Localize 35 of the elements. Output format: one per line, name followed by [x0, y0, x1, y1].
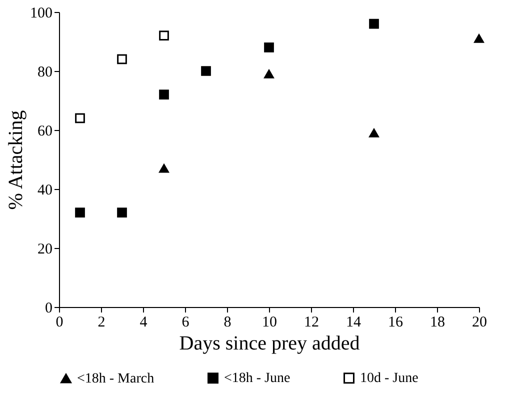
- y-tick-label: 100: [30, 6, 52, 22]
- x-tick-label: 4: [140, 314, 148, 330]
- y-tick-label: 40: [38, 182, 52, 198]
- x-tick-label: 14: [346, 314, 362, 330]
- x-tick-label: 12: [304, 314, 319, 330]
- point: [474, 34, 484, 43]
- x-axis-title: Days since prey added: [179, 332, 360, 354]
- legend-label: <18h - June: [224, 371, 290, 386]
- x-tick-label: 8: [224, 314, 232, 330]
- point: [201, 66, 211, 76]
- x-tick-label: 20: [472, 314, 487, 330]
- x-tick-label: 10: [262, 314, 277, 330]
- point: [159, 90, 169, 100]
- y-tick-label: 0: [45, 300, 52, 316]
- point: [159, 30, 169, 41]
- point: [75, 208, 85, 218]
- x-tick-label: 6: [182, 314, 190, 330]
- point: [264, 42, 274, 52]
- y-tick-label: 20: [38, 242, 52, 258]
- legend-label: 10d - June: [360, 371, 418, 386]
- point: [117, 208, 127, 218]
- point: [369, 128, 379, 138]
- x-tick-label: 16: [388, 314, 404, 330]
- x-tick-label: 0: [56, 314, 64, 330]
- x-tick-label: 18: [430, 314, 445, 330]
- point: [75, 113, 85, 124]
- legend-label: <18h - March: [77, 371, 154, 386]
- point: [117, 54, 127, 64]
- x-tick-label: 2: [98, 314, 106, 330]
- point: [264, 70, 274, 78]
- y-tick-label: 80: [38, 64, 52, 80]
- point: [159, 164, 169, 173]
- y-axis-title: % Attacking: [5, 110, 27, 210]
- point: [369, 18, 379, 29]
- y-tick-label: 60: [38, 124, 52, 140]
